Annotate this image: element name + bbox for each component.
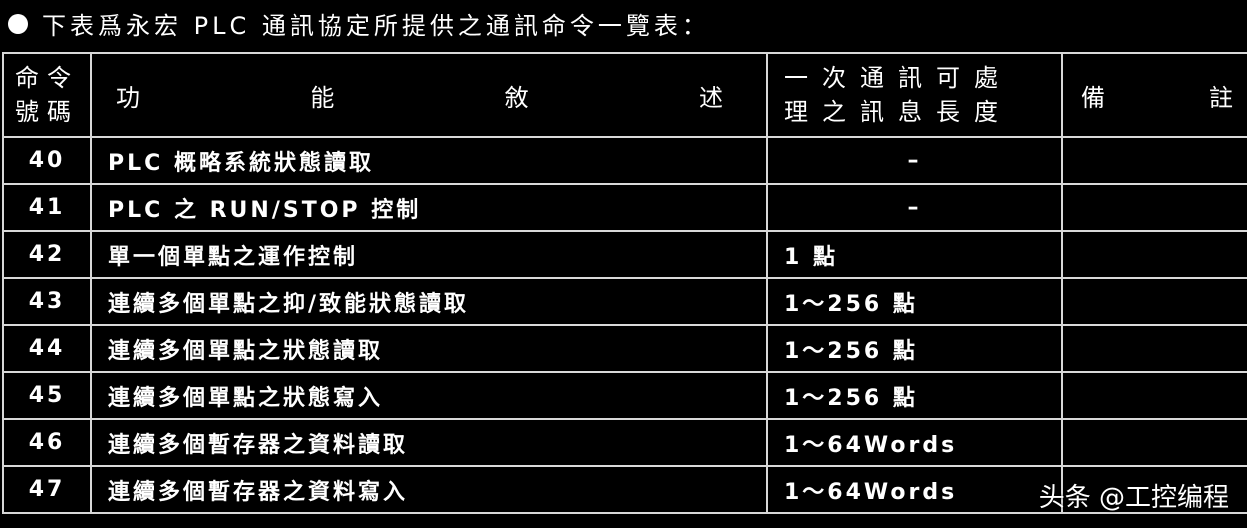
cell-code: 42 (2, 230, 92, 279)
cell-length: 1～256 點 (766, 324, 1063, 373)
cell-function: PLC 概略系統狀態讀取 (90, 136, 768, 185)
cell-code: 44 (2, 324, 92, 373)
cell-code: 46 (2, 418, 92, 467)
document-title: 下表爲永宏 PLC 通訊協定所提供之通訊命令一覽表： (8, 6, 710, 41)
table-row: 47 連續多個暫存器之資料寫入 1～64Words (2, 465, 1247, 514)
header-function-char: 述 (698, 83, 726, 112)
table-row: 43 連續多個單點之抑/致能狀態讀取 1～256 點 (2, 277, 1247, 326)
command-table: 命令 號碼 功 能 敘 述 一次通訊可處 理之訊息長度 備 註 40 PLC 概 (2, 52, 1247, 514)
cell-length: – (766, 136, 1063, 185)
cell-note (1061, 136, 1247, 185)
cell-note (1061, 183, 1247, 232)
watermark: 头条 @工控编程 (1038, 483, 1229, 513)
cell-length: 1 點 (766, 230, 1063, 279)
cell-function: 連續多個單點之抑/致能狀態讀取 (90, 277, 768, 326)
header-function: 功 能 敘 述 (90, 52, 768, 138)
cell-code: 45 (2, 371, 92, 420)
header-row: 命令號碼 功 能 敘 述 一次通訊可處 理之訊息長度 備 註 (2, 52, 1247, 138)
header-code-line: 號碼 (15, 98, 79, 126)
table-row: 44 連續多個單點之狀態讀取 1～256 點 (2, 324, 1247, 373)
cell-function: 連續多個單點之狀態寫入 (90, 371, 768, 420)
cell-note (1061, 465, 1247, 514)
table-row: 40 PLC 概略系統狀態讀取 – (2, 136, 1247, 185)
header-note-char: 備 (1081, 83, 1108, 112)
header-note: 備 註 (1061, 52, 1247, 138)
cell-function: 連續多個暫存器之資料讀取 (90, 418, 768, 467)
header-code: 命令 號碼 (2, 52, 92, 138)
header-length-line: 理之訊息長度 (784, 98, 1012, 126)
cell-note (1061, 230, 1247, 279)
cell-length: 1～64Words (766, 418, 1063, 467)
table-row: 45 連續多個單點之狀態寫入 1～256 點 (2, 371, 1247, 420)
cell-function: 單一個單點之運作控制 (90, 230, 768, 279)
cell-note (1061, 324, 1247, 373)
table-row: 41 PLC 之 RUN/STOP 控制 – (2, 183, 1247, 232)
header-function-char: 功 (116, 83, 143, 112)
cell-code: 43 (2, 277, 92, 326)
header-function-char: 能 (310, 83, 338, 112)
cell-code: 40 (2, 136, 92, 185)
cell-function: PLC 之 RUN/STOP 控制 (90, 183, 768, 232)
cell-note (1061, 418, 1247, 467)
header-length-line: 一次通訊可處 (784, 64, 1012, 92)
header-length: 一次通訊可處 理之訊息長度 (766, 52, 1063, 138)
table-row: 42 單一個單點之運作控制 1 點 (2, 230, 1247, 279)
cell-length: 1～64Words (766, 465, 1063, 514)
header-function-char: 敘 (504, 83, 532, 112)
cell-function: 連續多個暫存器之資料寫入 (90, 465, 768, 514)
table-row: 46 連續多個暫存器之資料讀取 1～64Words (2, 418, 1247, 467)
cell-note (1061, 277, 1247, 326)
cell-code: 41 (2, 183, 92, 232)
cell-length: 1～256 點 (766, 371, 1063, 420)
bullet-icon (8, 13, 28, 34)
cell-length: 1～256 點 (766, 277, 1063, 326)
cell-note (1061, 371, 1247, 420)
header-code-line: 命令 (15, 64, 79, 92)
title-text: 下表爲永宏 PLC 通訊協定所提供之通訊命令一覽表： (42, 12, 710, 40)
cell-code: 47 (2, 465, 92, 514)
cell-length: – (766, 183, 1063, 232)
header-note-char: 註 (1209, 83, 1236, 112)
cell-function: 連續多個單點之狀態讀取 (90, 324, 768, 373)
